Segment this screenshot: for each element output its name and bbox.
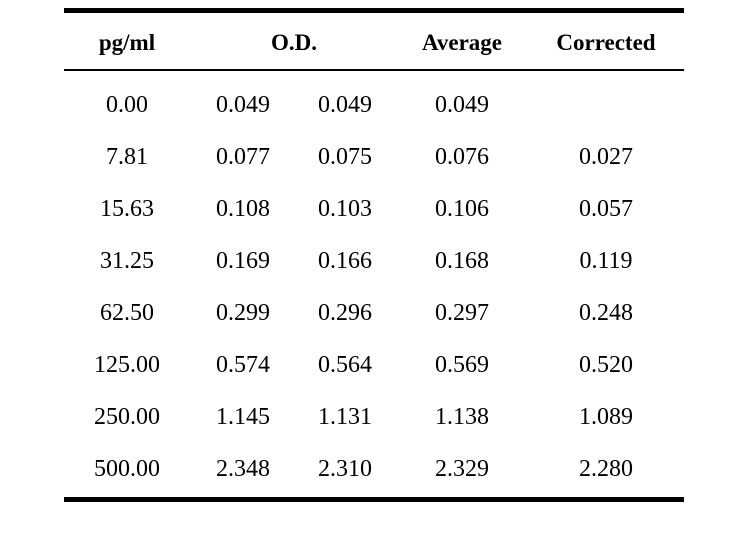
cell-od-1: 0.077 [216, 143, 270, 170]
cell-od-2: 0.296 [318, 299, 372, 326]
header-od: O.D. [271, 30, 317, 55]
cell-od-1: 2.348 [216, 455, 270, 482]
cell-concentration: 7.81 [106, 143, 148, 170]
table-row: 62.50 0.299 0.296 0.297 0.248 [64, 287, 684, 339]
cell-od-2: 0.075 [318, 143, 372, 170]
header-concentration: pg/ml [98, 30, 156, 55]
cell-concentration: 125.00 [94, 351, 160, 378]
cell-concentration: 62.50 [100, 299, 154, 326]
cell-od-1: 0.049 [216, 91, 270, 118]
cell-od-1: 1.145 [216, 403, 270, 430]
cell-od-1: 0.169 [216, 247, 270, 274]
cell-od-2: 2.310 [318, 455, 372, 482]
cell-corrected: 1.089 [579, 403, 633, 430]
cell-average: 0.076 [435, 143, 489, 170]
cell-concentration: 15.63 [100, 195, 154, 222]
cell-corrected [536, 79, 676, 131]
cell-corrected: 0.027 [579, 143, 633, 170]
cell-od-1: 0.574 [216, 351, 270, 378]
header-corrected: Corrected [556, 30, 656, 55]
header-average: Average [421, 30, 503, 55]
cell-od-2: 0.049 [318, 91, 372, 118]
table-row: 31.25 0.169 0.166 0.168 0.119 [64, 235, 684, 287]
cell-od-1: 0.108 [216, 195, 270, 222]
cell-corrected: 2.280 [579, 455, 633, 482]
cell-average: 0.569 [435, 351, 489, 378]
header-rule [64, 69, 684, 71]
cell-od-2: 0.103 [318, 195, 372, 222]
cell-average: 2.329 [435, 455, 489, 482]
cell-concentration: 0.00 [106, 91, 148, 118]
cell-od-2: 0.166 [318, 247, 372, 274]
cell-od-1: 0.299 [216, 299, 270, 326]
table-row: 125.00 0.574 0.564 0.569 0.520 [64, 339, 684, 391]
cell-corrected: 0.520 [579, 351, 633, 378]
cell-average: 0.168 [435, 247, 489, 274]
cell-concentration: 500.00 [94, 455, 160, 482]
cell-corrected: 0.248 [579, 299, 633, 326]
cell-corrected: 0.119 [579, 247, 633, 274]
header-row: pg/ml O.D. Average Corrected [64, 13, 684, 69]
cell-average: 0.106 [435, 195, 489, 222]
table-body: 0.00 0.049 0.049 0.049 7.81 0.077 0.075 0.076 0.… [64, 71, 684, 497]
cell-od-2: 1.131 [318, 403, 372, 430]
cell-average: 1.138 [435, 403, 489, 430]
table-row: 500.00 2.348 2.310 2.329 2.280 [64, 443, 684, 495]
bottom-rule [64, 497, 684, 502]
cell-od-2: 0.564 [318, 351, 372, 378]
table-row: 15.63 0.108 0.103 0.106 0.057 [64, 183, 684, 235]
top-rule [64, 8, 684, 13]
table-row: 0.00 0.049 0.049 0.049 [64, 79, 684, 131]
standard-curve-table: pg/ml O.D. Average Corrected 0.00 0.049 0.… [64, 8, 684, 502]
table-row: 7.81 0.077 0.075 0.076 0.027 [64, 131, 684, 183]
cell-corrected: 0.057 [579, 195, 633, 222]
cell-average: 0.049 [435, 91, 489, 118]
cell-concentration: 31.25 [100, 247, 154, 274]
table-row: 250.00 1.145 1.131 1.138 1.089 [64, 391, 684, 443]
cell-average: 0.297 [435, 299, 489, 326]
cell-concentration: 250.00 [94, 403, 160, 430]
